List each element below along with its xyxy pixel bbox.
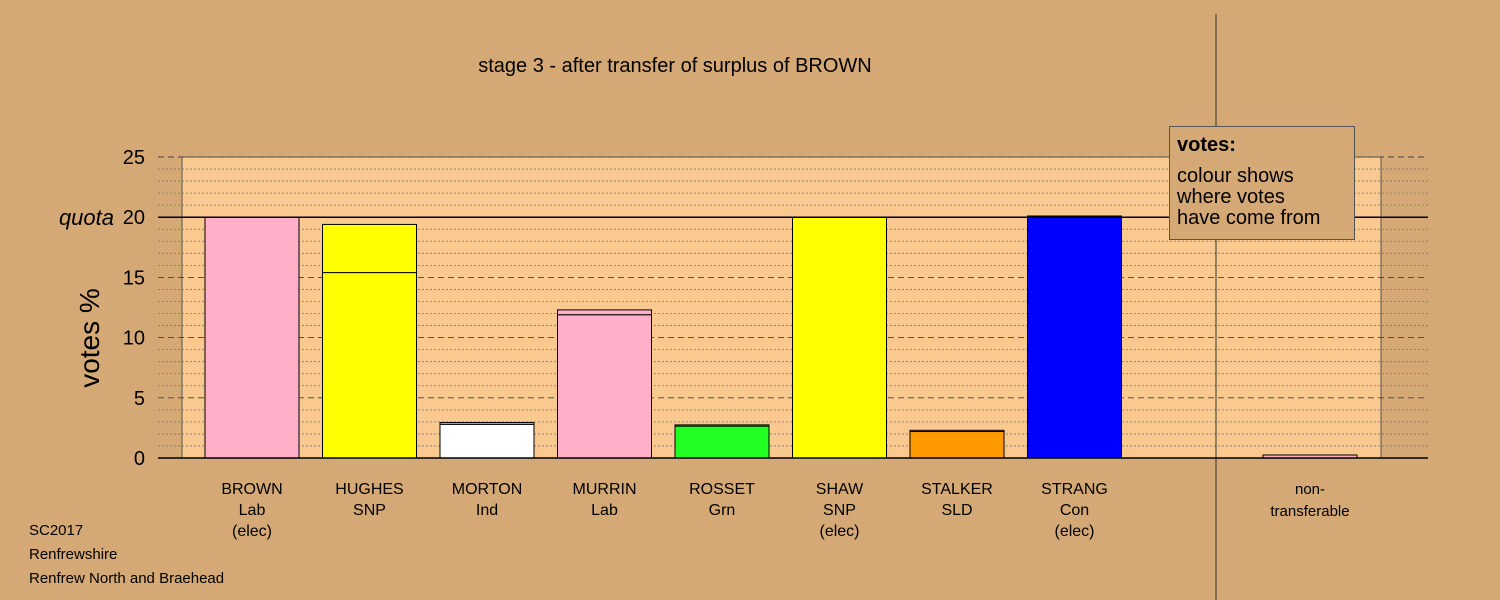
bar-segment [439, 423, 535, 459]
y-tick-label: 10 [123, 328, 145, 350]
quota-label: quota [59, 205, 114, 230]
footer-ward: Renfrew North and Braehead [29, 570, 225, 587]
legend-title: votes: [1177, 134, 1236, 156]
category-party: SNP [353, 502, 386, 519]
y-tick-label: 0 [134, 448, 145, 470]
y-tick-label: 20 [123, 207, 145, 229]
y-tick-label: 5 [134, 388, 145, 410]
category-party: Con [1060, 502, 1089, 519]
category-name: ROSSET [689, 481, 755, 498]
category-name: MURRIN [573, 481, 637, 498]
nontransferable-label-1: non- [1295, 481, 1325, 498]
y-axis-label: votes % [74, 288, 105, 388]
legend-line-3: have come from [1177, 207, 1321, 229]
y-tick-label: 15 [123, 267, 145, 289]
category-status: (elec) [232, 523, 272, 540]
legend-line-2: where votes [1177, 186, 1285, 208]
category-party: Ind [476, 502, 498, 519]
bar-segment [674, 425, 770, 459]
category-party: SLD [941, 502, 972, 519]
bar-segment [909, 429, 1005, 433]
category-name: STALKER [921, 481, 993, 498]
bar-segment [322, 272, 417, 459]
legend-box: votes: colour shows where votes have com… [1169, 126, 1355, 240]
category-status: (elec) [819, 523, 859, 540]
category-status: (elec) [1054, 523, 1094, 540]
bar-segment [204, 216, 300, 459]
category-name: SHAW [816, 481, 864, 498]
bar-segment [909, 431, 1005, 459]
bar-segment [1027, 215, 1122, 459]
category-party: SNP [823, 502, 856, 519]
footer-council: Renfrewshire [29, 546, 118, 563]
category-party: Lab [591, 502, 618, 519]
bar-segment [557, 314, 652, 459]
category-party: Grn [709, 502, 736, 519]
bar-segment [322, 223, 417, 274]
footer-election: SC2017 [29, 522, 84, 539]
bar-segment [439, 421, 535, 425]
bar-segment [557, 309, 652, 316]
category-name: MORTON [452, 481, 523, 498]
category-name: BROWN [221, 481, 282, 498]
category-name: HUGHES [335, 481, 403, 498]
category-party: Lab [239, 502, 266, 519]
bar-segment [792, 216, 887, 459]
category-name: STRANG [1041, 481, 1108, 498]
y-tick-label: 25 [123, 147, 145, 169]
chart-title: stage 3 - after transfer of surplus of B… [478, 55, 871, 77]
legend-line-1: colour shows [1177, 165, 1294, 187]
bar-segment [674, 424, 770, 427]
nontransferable-label-2: transferable [1270, 503, 1349, 520]
